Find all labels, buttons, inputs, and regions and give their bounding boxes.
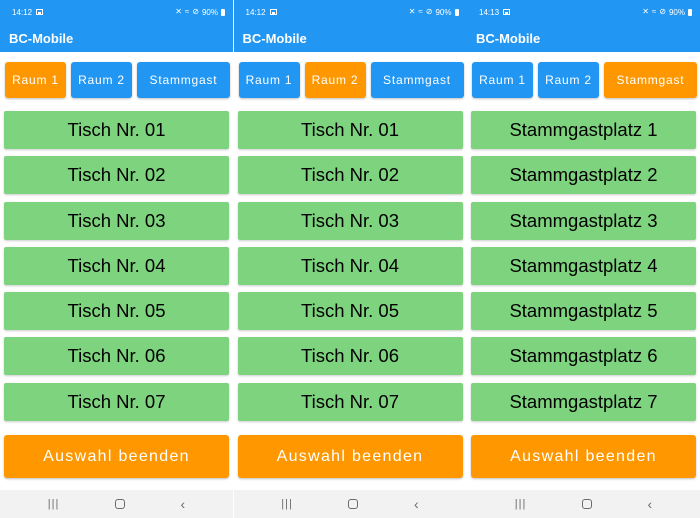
table-button-02[interactable]: Tisch Nr. 02 — [4, 156, 229, 195]
app-bar: BC-Mobile — [467, 24, 700, 52]
system-nav-bar: ||| ‹ — [0, 490, 233, 518]
screen-raum-1: 14:12 ✕ ≈ ⊘ 90% BC-Mobile Raum 1 Raum 2 … — [0, 0, 233, 518]
app-bar: BC-Mobile — [0, 24, 233, 52]
wifi-icon: ≈ — [418, 7, 423, 16]
table-button-01[interactable]: Tisch Nr. 01 — [4, 111, 229, 149]
wifi-icon: ≈ — [184, 7, 190, 16]
home-icon[interactable] — [114, 499, 125, 509]
regular-seat-button-6[interactable]: Stammgastplatz 6 — [471, 337, 696, 376]
image-icon — [503, 9, 511, 15]
status-bar: 14:13 ✕ ≈ ⊘ 90% — [467, 0, 700, 24]
status-time: 14:13 — [479, 7, 500, 17]
mute-icon: ✕ — [408, 7, 416, 16]
status-time: 14:12 — [245, 7, 266, 17]
battery-level: 90% — [435, 7, 452, 17]
app-title: BC-Mobile — [242, 30, 307, 46]
status-right: ✕ ≈ ⊘ 90% — [409, 8, 459, 17]
image-icon — [269, 9, 277, 15]
screen-raum-2: 14:12 ✕ ≈ ⊘ 90% BC-Mobile Raum 1 Raum 2 … — [233, 0, 467, 518]
status-bar: 14:12 ✕ ≈ ⊘ 90% — [0, 0, 233, 24]
recents-icon[interactable]: ||| — [47, 498, 60, 510]
home-icon[interactable] — [348, 499, 359, 509]
table-button-06[interactable]: Tisch Nr. 06 — [4, 337, 229, 376]
app-bar: BC-Mobile — [233, 24, 467, 52]
finish-selection-button[interactable]: Auswahl beenden — [237, 435, 463, 478]
mute-icon: ✕ — [175, 7, 182, 16]
table-button-03[interactable]: Tisch Nr. 03 — [4, 201, 229, 240]
status-time: 14:12 — [12, 7, 33, 17]
screen-stammgast: 14:13 ✕ ≈ ⊘ 90% BC-Mobile Raum 1 Raum 2 … — [467, 0, 700, 518]
back-icon[interactable]: ‹ — [180, 496, 186, 512]
do-not-disturb-icon: ⊘ — [659, 7, 666, 16]
table-button-04[interactable]: Tisch Nr. 04 — [237, 246, 463, 285]
table-button-02[interactable]: Tisch Nr. 02 — [237, 156, 463, 195]
room-tabs: Raum 1 Raum 2 Stammgast — [5, 62, 230, 98]
app-title: BC-Mobile — [9, 30, 74, 46]
table-button-07[interactable]: Tisch Nr. 07 — [237, 382, 463, 421]
tab-raum-2[interactable]: Raum 2 — [304, 62, 366, 98]
room-tabs: Raum 1 Raum 2 Stammgast — [472, 62, 697, 98]
table-button-01[interactable]: Tisch Nr. 01 — [237, 111, 463, 149]
home-icon[interactable] — [581, 499, 592, 509]
tab-raum-1[interactable]: Raum 1 — [238, 62, 300, 98]
table-button-07[interactable]: Tisch Nr. 07 — [4, 382, 229, 421]
table-button-05[interactable]: Tisch Nr. 05 — [4, 292, 229, 331]
do-not-disturb-icon: ⊘ — [192, 7, 199, 16]
tab-raum-2[interactable]: Raum 2 — [71, 62, 132, 98]
regular-seat-button-4[interactable]: Stammgastplatz 4 — [471, 246, 696, 285]
regular-seat-button-1[interactable]: Stammgastplatz 1 — [471, 111, 696, 149]
regular-seat-button-2[interactable]: Stammgastplatz 2 — [471, 156, 696, 195]
battery-icon — [221, 8, 225, 16]
wifi-icon: ≈ — [651, 7, 657, 16]
tab-stammgast[interactable]: Stammgast — [604, 62, 697, 98]
table-button-05[interactable]: Tisch Nr. 05 — [237, 292, 463, 331]
system-nav-bar: ||| ‹ — [233, 490, 467, 518]
tab-raum-2[interactable]: Raum 2 — [538, 62, 599, 98]
image-icon — [36, 9, 44, 15]
status-bar: 14:12 ✕ ≈ ⊘ 90% — [233, 0, 467, 24]
status-right: ✕ ≈ ⊘ 90% — [642, 8, 692, 17]
regular-seat-button-3[interactable]: Stammgastplatz 3 — [471, 201, 696, 240]
back-icon[interactable]: ‹ — [647, 496, 653, 512]
table-list: Tisch Nr. 01 Tisch Nr. 02 Tisch Nr. 03 T… — [4, 111, 229, 428]
tab-raum-1[interactable]: Raum 1 — [5, 62, 66, 98]
regular-seat-button-7[interactable]: Stammgastplatz 7 — [471, 382, 696, 421]
tab-stammgast[interactable]: Stammgast — [370, 62, 464, 98]
recents-icon[interactable]: ||| — [514, 498, 527, 510]
recents-icon[interactable]: ||| — [281, 498, 293, 510]
app-title: BC-Mobile — [476, 30, 541, 46]
tab-stammgast[interactable]: Stammgast — [137, 62, 230, 98]
do-not-disturb-icon: ⊘ — [425, 7, 433, 16]
system-nav-bar: ||| ‹ — [467, 490, 700, 518]
battery-level: 90% — [668, 7, 685, 17]
table-list: Tisch Nr. 01 Tisch Nr. 02 Tisch Nr. 03 T… — [237, 111, 463, 428]
regular-seat-button-5[interactable]: Stammgastplatz 5 — [471, 292, 696, 331]
finish-selection-button[interactable]: Auswahl beenden — [471, 435, 696, 478]
finish-selection-button[interactable]: Auswahl beenden — [4, 435, 229, 478]
battery-icon — [688, 8, 692, 16]
table-button-04[interactable]: Tisch Nr. 04 — [4, 246, 229, 285]
back-icon[interactable]: ‹ — [414, 496, 419, 512]
table-button-06[interactable]: Tisch Nr. 06 — [237, 337, 463, 376]
room-tabs: Raum 1 Raum 2 Stammgast — [238, 62, 464, 98]
table-list: Stammgastplatz 1 Stammgastplatz 2 Stammg… — [471, 111, 696, 428]
tab-raum-1[interactable]: Raum 1 — [472, 62, 533, 98]
battery-level: 90% — [201, 7, 218, 17]
status-right: ✕ ≈ ⊘ 90% — [175, 8, 225, 17]
table-button-03[interactable]: Tisch Nr. 03 — [237, 201, 463, 240]
battery-icon — [454, 8, 459, 16]
mute-icon: ✕ — [642, 7, 649, 16]
